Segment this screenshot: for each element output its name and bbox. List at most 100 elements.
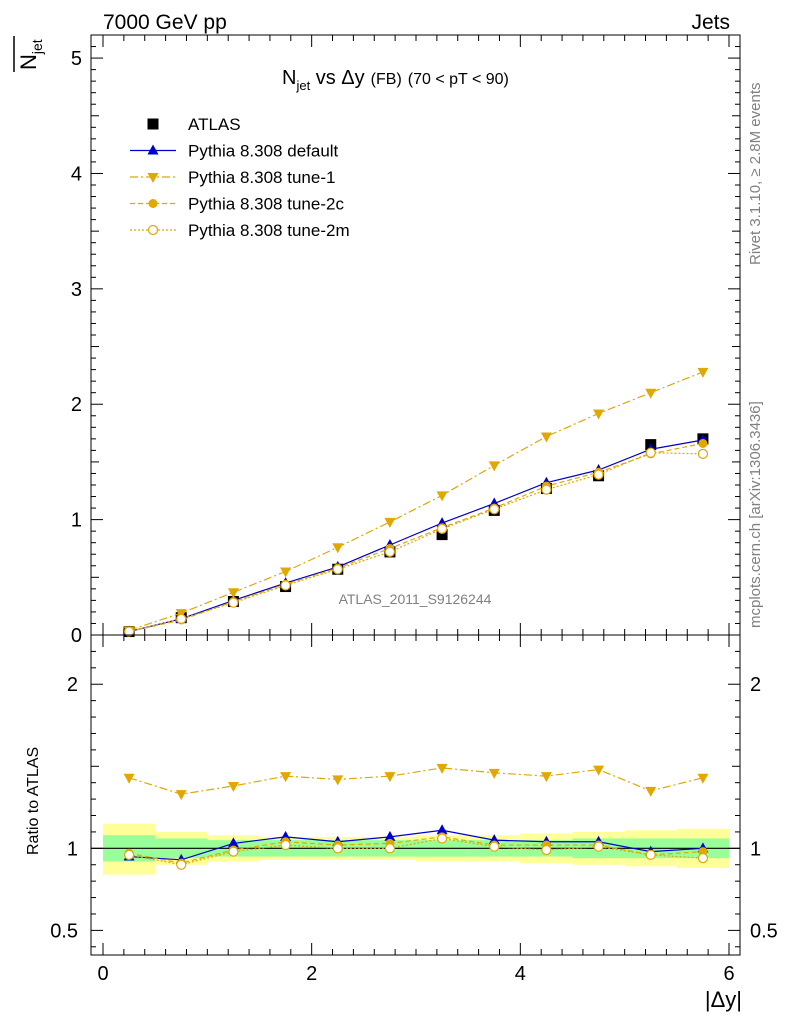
ratio-panel: 0 2 4 6 0.5 0.5 1 1 2 2 Ratio to ATLAS	[25, 634, 778, 985]
series-line-pythia-8-308-default	[128, 439, 704, 633]
point-pythia-8-308-tune-2m	[436, 833, 448, 844]
point-pythia-8-308-tune-1	[384, 517, 396, 528]
point-pythia-8-308-tune-1	[540, 772, 552, 783]
series-line-pythia-8-308-tune-2m	[128, 452, 703, 633]
legend-marker-pythia-8-308-tune-2c	[148, 199, 158, 208]
point-pythia-8-308-tune-2c	[698, 438, 708, 448]
point-pythia-8-308-tune-1	[280, 772, 292, 783]
series-line-pythia-8-308-default	[129, 829, 703, 861]
series-line-pythia-8-308-tune-2c	[128, 442, 704, 633]
y-tick-label: 2	[67, 674, 78, 696]
legend-label-pythia-8-308-default: Pythia 8.308 default	[188, 142, 339, 161]
point-pythia-8-308-tune-2m	[176, 613, 187, 624]
point-pythia-8-308-tune-1	[540, 432, 552, 443]
point-pythia-8-308-tune-2m	[593, 469, 604, 480]
point-pythia-8-308-tune-2m	[123, 626, 135, 637]
main-panel: 0 1 2 3 4 5 ATLAS_2011_S9126244 Njet vs Δy (FB…	[71, 34, 741, 647]
x-tick-label: 4	[515, 963, 526, 985]
y-axis-label: Njet	[16, 39, 45, 70]
legend-marker-pythia-8-308-tune-1	[147, 173, 159, 183]
series-line-pythia-8-308-tune-2c	[128, 836, 703, 864]
point-pythia-8-308-tune-1	[593, 409, 605, 420]
point-pythia-8-308-tune-1	[488, 461, 500, 472]
y-tick-label: 3	[71, 279, 82, 301]
point-pythia-8-308-default	[227, 837, 239, 848]
point-pythia-8-308-tune-2m	[228, 846, 239, 857]
point-pythia-8-308-tune-1	[645, 786, 657, 797]
svg-text:Njet: Njet	[16, 39, 45, 70]
mcplots-label: mcplots.cern.ch [arXiv:1306.3436]	[747, 401, 764, 628]
point-pythia-8-308-tune-2m	[176, 859, 187, 870]
point-pythia-8-308-tune-1	[123, 773, 135, 784]
series-line-pythia-8-308-tune-1	[128, 371, 704, 631]
point-pythia-8-308-tune-2m	[697, 448, 709, 459]
legend-label-pythia-8-308-tune-1: Pythia 8.308 tune-1	[188, 168, 335, 187]
legend-label-pythia-8-308-tune-2c: Pythia 8.308 tune-2c	[188, 195, 344, 214]
legend-marker-pythia-8-308-default	[147, 144, 159, 155]
point-pythia-8-308-tune-2m	[332, 843, 343, 854]
point-pythia-8-308-tune-1	[280, 567, 292, 578]
point-pythia-8-308-tune-1	[645, 388, 657, 399]
point-pythia-8-308-tune-1	[227, 781, 239, 792]
point-pythia-8-308-tune-1	[436, 763, 448, 774]
series-line-pythia-8-308-tune-2m	[128, 837, 703, 866]
y-tick-label: 1	[67, 838, 78, 860]
point-pythia-8-308-tune-1	[384, 772, 396, 783]
point-pythia-8-308-tune-2m	[541, 844, 552, 856]
y-tick-label-right: 2	[750, 674, 761, 696]
point-pythia-8-308-tune-2m	[697, 853, 709, 864]
point-pythia-8-308-tune-1	[697, 773, 709, 784]
process-label: Jets	[691, 11, 730, 34]
series-line-pythia-8-308-tune-1	[128, 767, 704, 795]
point-pythia-8-308-tune-1	[593, 765, 605, 776]
ratio-axis-label: Ratio to ATLAS	[25, 747, 42, 855]
y-tick-label-right: 0.5	[750, 920, 778, 942]
rivet-label: Rivet 3.1.10, ≥ 2.8M events	[747, 83, 764, 266]
y-tick-label: 2	[71, 394, 82, 416]
energy-label: 7000 GeV pp	[103, 11, 227, 34]
point-pythia-8-308-tune-2m	[384, 546, 396, 558]
point-pythia-8-308-tune-1	[227, 588, 239, 599]
point-pythia-8-308-tune-1	[332, 543, 344, 554]
point-pythia-8-308-tune-2m	[645, 849, 656, 860]
point-pythia-8-308-tune-1	[175, 790, 187, 801]
point-pythia-8-308-tune-2m	[228, 597, 239, 608]
plot-title: Njet vs Δy (FB) (70 < pT < 90)	[282, 67, 509, 93]
x-tick-label: 6	[723, 963, 734, 985]
point-pythia-8-308-tune-2m	[123, 849, 135, 860]
point-pythia-8-308-default	[436, 824, 448, 835]
y-tick-label: 4	[71, 163, 82, 185]
point-pythia-8-308-tune-2m	[489, 841, 500, 852]
point-pythia-8-308-tune-2m	[489, 504, 500, 515]
legend-label-atlas: ATLAS	[188, 115, 241, 134]
y-tick-label: 5	[71, 48, 82, 70]
x-axis-label: |Δy|	[705, 987, 742, 1012]
x-tick-label: 2	[306, 963, 317, 985]
legend-label-pythia-8-308-tune-2m: Pythia 8.308 tune-2m	[188, 221, 350, 240]
ratio-frame	[90, 634, 741, 956]
analysis-watermark: ATLAS_2011_S9126244	[339, 591, 492, 607]
point-pythia-8-308-tune-2m	[593, 841, 604, 852]
x-tick-label: 0	[97, 963, 108, 985]
point-pythia-8-308-tune-1	[488, 768, 500, 779]
point-pythia-8-308-tune-2m	[280, 839, 291, 851]
point-pythia-8-308-tune-1	[332, 775, 344, 786]
y-tick-label: 0.5	[50, 920, 78, 942]
point-pythia-8-308-tune-2m	[645, 447, 656, 458]
y-tick-label: 1	[71, 510, 82, 532]
point-pythia-8-308-tune-2m	[332, 564, 343, 575]
point-atlas	[436, 529, 448, 541]
point-pythia-8-308-tune-1	[697, 367, 709, 378]
point-pythia-8-308-default	[384, 830, 396, 841]
point-pythia-8-308-tune-2m	[541, 484, 552, 495]
point-pythia-8-308-tune-2m	[436, 523, 448, 534]
y-tick-label-right: 1	[750, 838, 761, 860]
point-pythia-8-308-tune-2m	[384, 843, 396, 854]
legend-marker-atlas	[147, 118, 159, 130]
point-pythia-8-308-tune-1	[436, 491, 448, 502]
legend: ATLAS Pythia 8.308 default Pythia 8.308 tu…	[130, 115, 350, 240]
svg-text:Ratio to ATLAS: Ratio to ATLAS	[25, 747, 42, 855]
legend-marker-pythia-8-308-tune-2m	[147, 224, 159, 236]
y-tick-label: 0	[71, 625, 82, 647]
